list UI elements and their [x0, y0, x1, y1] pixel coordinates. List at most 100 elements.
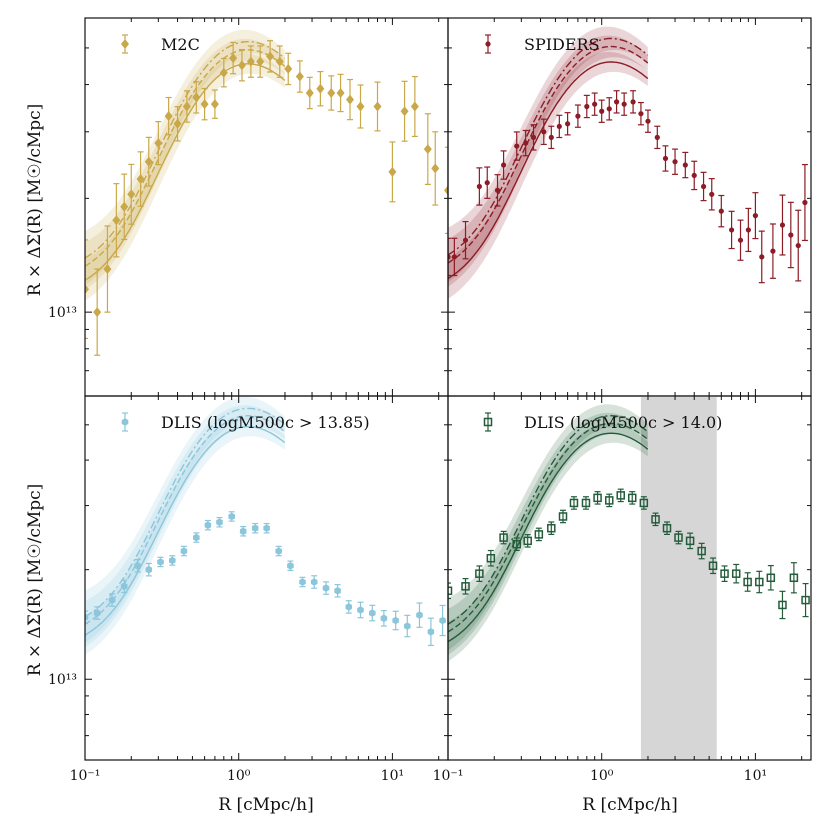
legend-label: DLIS (logM500c > 14.0) — [524, 413, 722, 432]
data-point — [193, 532, 200, 543]
legend-label: M2C — [161, 35, 200, 54]
marker — [685, 536, 695, 546]
data-point — [718, 194, 725, 228]
data-point — [400, 80, 409, 142]
data-point — [700, 171, 707, 202]
data-point — [144, 136, 153, 187]
data-point — [651, 512, 660, 527]
model-band-dashed — [85, 405, 285, 648]
data-point — [334, 583, 341, 598]
marker — [404, 622, 411, 630]
data-point — [145, 562, 153, 577]
marker — [500, 162, 507, 168]
data-point — [404, 614, 411, 638]
data-point — [564, 112, 571, 136]
data-point — [448, 237, 451, 277]
marker — [251, 524, 259, 532]
data-point — [593, 491, 602, 505]
data-point — [795, 209, 802, 282]
marker — [295, 71, 304, 82]
data-point — [239, 525, 247, 537]
marker — [630, 99, 636, 105]
marker — [121, 39, 129, 49]
data-point — [256, 45, 265, 78]
marker — [204, 521, 212, 529]
data-point — [120, 173, 129, 241]
marker — [709, 191, 715, 197]
model-band-dashdot — [85, 396, 285, 643]
marker — [410, 101, 419, 112]
data-point — [569, 496, 579, 510]
marker — [305, 87, 314, 98]
marker — [592, 101, 598, 107]
marker — [103, 264, 112, 275]
model-band-dashdot — [85, 29, 285, 286]
data-point — [444, 146, 448, 235]
model-line-dashed — [85, 414, 286, 625]
data-point — [345, 600, 352, 614]
data-point — [85, 239, 89, 340]
legend: DLIS (logM500c > 14.0) — [483, 412, 722, 432]
marker — [431, 163, 440, 174]
marker — [266, 51, 275, 62]
data-point — [103, 225, 112, 313]
marker — [112, 215, 121, 226]
data-point — [310, 575, 318, 589]
data-point — [728, 210, 735, 250]
legend-label: DLIS (logM500c > 13.85) — [161, 413, 370, 432]
panel-1: 10¹³ M2C — [48, 17, 449, 397]
data-point — [392, 610, 399, 631]
panel-4: 10⁻¹ 10⁰ 10¹ DLIS (logM500c > 14.0) — [433, 395, 812, 784]
panel-3: 10¹³ 10⁻¹ 10⁰ 10¹ DLIS (logM500c > 13.85) — [48, 395, 449, 784]
data-point — [251, 522, 259, 534]
model-band-solid — [448, 423, 648, 662]
data-point — [484, 166, 491, 199]
data-point — [461, 578, 470, 595]
model-band-dashdot — [448, 26, 648, 283]
data-point — [697, 542, 706, 560]
right-xlabel: R [cMpc/h] — [582, 795, 677, 815]
data-point — [708, 178, 715, 211]
data-point — [630, 90, 637, 114]
marker — [444, 185, 448, 196]
marker — [275, 56, 284, 67]
data-point — [758, 230, 765, 284]
marker — [327, 87, 336, 98]
data-point — [769, 223, 776, 279]
y-tick-label: 10¹³ — [48, 305, 77, 321]
marker — [275, 547, 282, 555]
data-point — [752, 192, 759, 240]
data-point — [513, 131, 520, 161]
x-tick-label: 10¹ — [381, 768, 404, 784]
panel-2: SPIDERS — [447, 17, 812, 397]
marker — [691, 172, 697, 179]
marker — [645, 118, 651, 124]
data-point — [779, 194, 786, 256]
data-point — [373, 81, 382, 132]
x-tick-label: 10⁻¹ — [433, 768, 464, 784]
data-point — [534, 527, 544, 542]
marker — [336, 87, 345, 98]
data-point — [263, 522, 270, 534]
marker — [621, 101, 627, 107]
data-point — [613, 90, 620, 114]
data-point — [369, 604, 376, 622]
marker — [651, 515, 660, 524]
marker — [263, 524, 270, 532]
marker — [144, 156, 153, 167]
marker — [200, 99, 209, 110]
marker — [547, 523, 556, 533]
data-point — [745, 207, 752, 253]
marker — [136, 174, 145, 185]
marker — [728, 227, 735, 233]
marker — [388, 166, 397, 177]
x-tick-label: 10¹ — [744, 768, 767, 784]
marker — [662, 523, 672, 533]
marker — [778, 600, 787, 610]
legend: DLIS (logM500c > 13.85) — [121, 412, 370, 432]
model-band-solid — [85, 53, 285, 301]
plot-area — [448, 26, 808, 299]
bottom-ylabel: R × ΔΣ(R) [M☉/cMpc] — [25, 484, 45, 677]
marker — [451, 254, 457, 260]
data-point — [295, 60, 304, 93]
